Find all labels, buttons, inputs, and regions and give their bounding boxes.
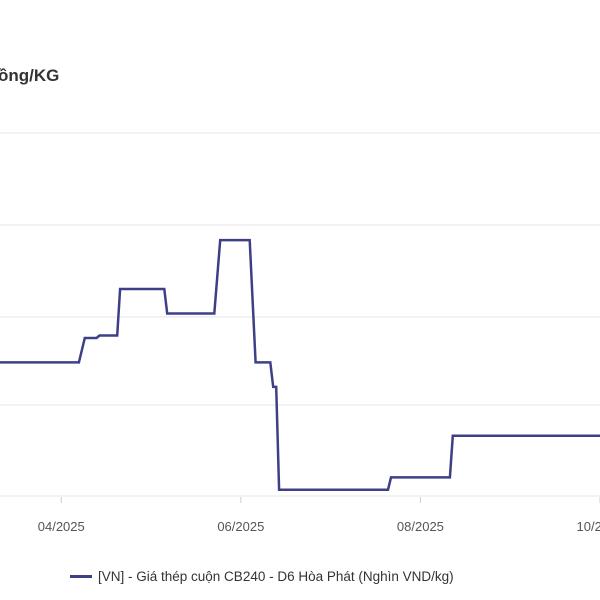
x-tick-label: 06/2025 [217, 519, 264, 534]
legend-swatch [70, 575, 92, 578]
x-axis: 04/2025 06/2025 08/2025 10/2025 [38, 497, 600, 534]
x-tick-label: 10/2025 [577, 519, 600, 534]
series-layer [0, 238, 600, 491]
legend-label: [VN] - Giá thép cuộn CB240 - D6 Hòa Phát… [98, 569, 454, 584]
chart-title: ồng/KG [0, 66, 60, 85]
x-tick-label: 08/2025 [397, 519, 444, 534]
legend[interactable]: [VN] - Giá thép cuộn CB240 - D6 Hòa Phát… [70, 569, 454, 584]
x-tick-label: 04/2025 [38, 519, 85, 534]
series-line[interactable] [0, 238, 600, 491]
grid-lines [0, 132, 600, 497]
